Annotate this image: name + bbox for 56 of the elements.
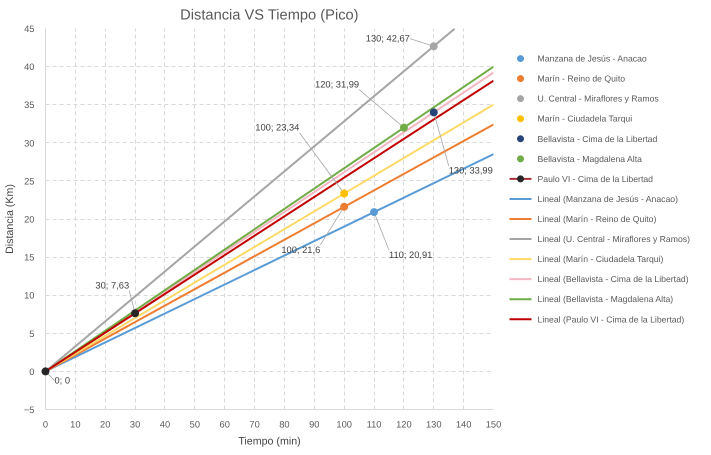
x-tick-label: 60 (220, 420, 230, 430)
annotation: 100; 23,34 (255, 122, 300, 133)
point (340, 202, 348, 211)
legend-label: Bellavista - Cima de la Libertad (538, 134, 658, 144)
point (370, 208, 378, 216)
y-tick-label: 30 (24, 138, 35, 148)
y-tick-label: 25 (24, 176, 35, 186)
annotation: 120; 31,99 (315, 80, 360, 90)
legend-label: Lineal (Paulo VI - Cima de la Libertad) (538, 314, 684, 324)
legend-label: Lineal (Manzana de Jesús - Anacao) (538, 194, 678, 204)
x-axis-title: Tiempo (min) (238, 436, 301, 448)
x-tick-label: 130 (426, 420, 442, 430)
x-tick-label: 120 (396, 420, 412, 430)
legend-label: Lineal (U. Central - Miraflores y Ramos) (538, 234, 690, 244)
legend-label: Lineal (Bellavista - Magdalena Alta) (538, 294, 674, 304)
x-tick-label: 20 (100, 420, 110, 430)
y-tick-label: 10 (24, 290, 35, 301)
x-tick-label: 100 (336, 420, 352, 430)
x-tick-label: 150 (486, 420, 502, 430)
point (430, 108, 438, 116)
x-tick-label: 110 (366, 420, 382, 430)
x-tick-label: 30 (130, 420, 140, 430)
legend-label: Lineal (Marín - Ciudadela Tarqui) (538, 254, 664, 264)
point (340, 190, 348, 198)
annotation: 0; 0 (54, 376, 70, 386)
legend-label: Manzana de Jesús - Anacao (538, 54, 647, 64)
y-tick-label: 5 (29, 328, 35, 339)
y-tick-label: 45 (24, 24, 35, 34)
x-tick-label: 10 (70, 420, 81, 430)
annotation: 110; 20,91 (388, 250, 432, 260)
y-tick-label: 0 (29, 366, 35, 377)
point (430, 42, 438, 50)
x-tick-label: 140 (456, 420, 472, 430)
legend-label: Bellavista - Magdalena Alta (538, 154, 642, 164)
annotation: 30; 7,63 (95, 280, 130, 290)
x-tick-label: 70 (249, 420, 260, 430)
point (400, 124, 408, 132)
chart-title: Distancia VS Tiempo (Pico) (180, 8, 359, 24)
x-tick-label: 80 (279, 420, 290, 430)
y-tick-label: 40 (24, 62, 35, 72)
x-tick-label: 40 (160, 420, 170, 430)
legend-label: Lineal (Marín - Reino de Quito) (538, 214, 656, 224)
x-tick-label: 50 (190, 420, 200, 430)
legend-label: Marín - Ciudadela Tarqui (538, 114, 632, 124)
legend-label: U. Central - Miraflores y Ramos (538, 94, 660, 104)
legend-label: Lineal (Bellavista - Cima de la Libertad) (538, 274, 689, 284)
x-tick-label: 0 (42, 420, 48, 430)
annotation: 130; 42,67 (366, 34, 410, 44)
y-tick-label: 15 (24, 252, 35, 263)
y-tick-label: 35 (24, 100, 35, 110)
y-axis-title: Distancia (Km) (4, 184, 16, 254)
y-tick-label: 20 (24, 214, 35, 224)
x-tick-label: 90 (309, 420, 320, 430)
legend-label: Marín - Reino de Quito (538, 74, 626, 84)
y-tick-label: −5 (24, 405, 35, 415)
legend-label: Paulo VI - Cima de la Libertad (538, 174, 654, 184)
